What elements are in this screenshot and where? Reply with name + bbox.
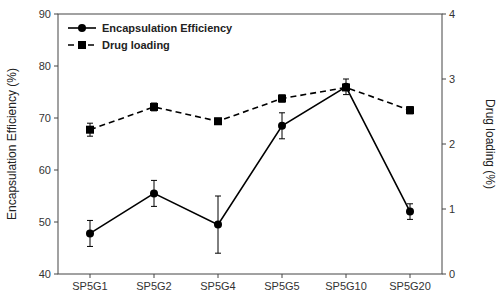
- error-bar: [279, 113, 285, 139]
- error-bar: [279, 95, 285, 102]
- y-tick: [54, 222, 58, 223]
- error-cap: [279, 112, 285, 113]
- marker: [86, 126, 94, 134]
- error-cap: [407, 203, 413, 204]
- legend-marker: [78, 24, 86, 32]
- error-cap: [87, 246, 93, 247]
- error-bar: [407, 204, 413, 220]
- y2-tick-label: 4: [449, 8, 455, 20]
- error-cap: [343, 94, 349, 95]
- error-bar: [87, 220, 93, 246]
- error-cap: [215, 196, 221, 197]
- marker: [214, 221, 222, 229]
- marker: [150, 103, 158, 111]
- y2-axis-label: Drug loading (%): [483, 99, 497, 189]
- series-line: [90, 87, 410, 129]
- marker: [86, 229, 94, 237]
- legend-label: Encapsulation Efficiency: [102, 22, 233, 34]
- x-tick: [282, 274, 283, 278]
- y2-tick: [442, 144, 446, 145]
- error-cap: [279, 138, 285, 139]
- y2-tick: [442, 14, 446, 15]
- error-cap: [87, 136, 93, 137]
- error-cap: [407, 219, 413, 220]
- series: [86, 83, 414, 136]
- y2-tick: [442, 209, 446, 210]
- legend: Encapsulation Efficiency Drug loading: [68, 22, 233, 51]
- marker: [214, 117, 222, 125]
- series-line: [90, 87, 410, 234]
- error-bar: [151, 103, 157, 111]
- chart: 40 50 60 70 80 90 0 1 2 3 4 SP5G1 SP5G2 SP5G4 SP5G5 SP5…: [0, 0, 500, 304]
- marker: [406, 106, 414, 114]
- y-tick: [54, 118, 58, 119]
- y-tick-label: 60: [39, 164, 51, 176]
- error-cap: [151, 206, 157, 207]
- error-cap: [151, 180, 157, 181]
- y-tick: [54, 274, 58, 275]
- series: [86, 79, 414, 253]
- legend-label: Drug loading: [102, 39, 170, 51]
- y2-tick-label: 1: [449, 203, 455, 215]
- legend-marker: [78, 41, 86, 49]
- x-tick-label: SP5G4: [200, 280, 235, 292]
- x-tick-label: SP5G20: [389, 280, 431, 292]
- error-bar: [151, 180, 157, 206]
- marker: [406, 208, 414, 216]
- x-tick: [218, 274, 219, 278]
- y-tick: [54, 66, 58, 67]
- y2-tick: [442, 274, 446, 275]
- marker: [278, 95, 286, 103]
- y-tick: [54, 14, 58, 15]
- y-axis-label: Encapsulation Efficiency (%): [5, 68, 19, 220]
- y-tick-label: 70: [39, 112, 51, 124]
- y2-tick-label: 2: [449, 138, 455, 150]
- error-bar: [343, 79, 349, 95]
- y-tick-label: 50: [39, 216, 51, 228]
- marker: [342, 83, 350, 91]
- x-tick-label: SP5G1: [72, 280, 107, 292]
- data-area: [86, 79, 414, 253]
- error-cap: [215, 253, 221, 254]
- error-cap: [87, 220, 93, 221]
- x-tick-label: SP5G5: [264, 280, 299, 292]
- y-tick-label: 90: [39, 8, 51, 20]
- y2-tick: [442, 79, 446, 80]
- error-bar: [407, 107, 413, 114]
- x-tick: [346, 274, 347, 278]
- x-tick: [90, 274, 91, 278]
- error-cap: [87, 123, 93, 124]
- y2-tick-label: 3: [449, 73, 455, 85]
- x-tick-label: SP5G10: [325, 280, 367, 292]
- y2-tick-label: 0: [449, 268, 455, 280]
- y-tick-label: 40: [39, 268, 51, 280]
- marker: [342, 83, 350, 91]
- y-tick: [54, 170, 58, 171]
- error-bar: [87, 123, 93, 136]
- x-tick: [410, 274, 411, 278]
- marker: [150, 189, 158, 197]
- marker: [278, 122, 286, 130]
- error-cap: [343, 79, 349, 80]
- y-tick-label: 80: [39, 60, 51, 72]
- error-bar: [215, 196, 221, 253]
- plot-frame: [58, 14, 442, 274]
- x-tick: [154, 274, 155, 278]
- x-tick-label: SP5G2: [136, 280, 171, 292]
